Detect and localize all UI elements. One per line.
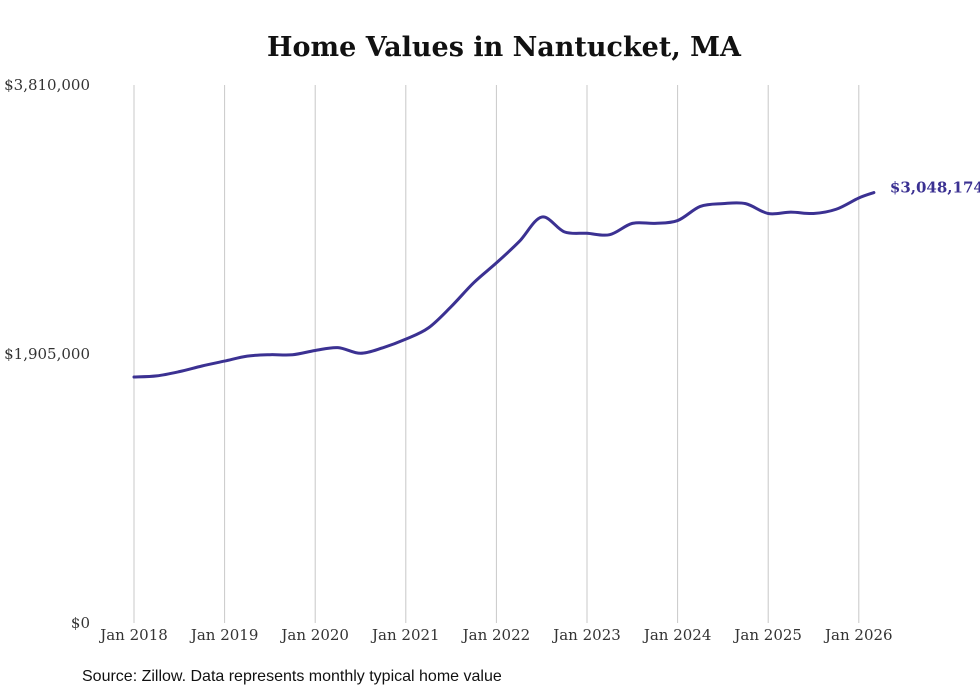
chart-title: Home Values in Nantucket, MA bbox=[267, 32, 741, 63]
end-value-label: $3,048,174 bbox=[890, 179, 980, 197]
x-tick-label: Jan 2018 bbox=[98, 626, 168, 644]
x-tick-label: Jan 2026 bbox=[823, 626, 893, 644]
x-tick-label: Jan 2022 bbox=[461, 626, 531, 644]
y-tick-label: $0 bbox=[71, 614, 90, 632]
source-note: Source: Zillow. Data represents monthly … bbox=[82, 668, 502, 685]
x-tick-label: Jan 2019 bbox=[189, 626, 259, 644]
x-tick-label: Jan 2021 bbox=[370, 626, 440, 644]
y-tick-label: $3,810,000 bbox=[4, 76, 90, 94]
x-tick-label: Jan 2024 bbox=[642, 626, 712, 644]
series-line bbox=[132, 191, 876, 379]
y-tick-label: $1,905,000 bbox=[4, 345, 90, 363]
x-tick-label: Jan 2025 bbox=[732, 626, 802, 644]
x-tick-label: Jan 2023 bbox=[551, 626, 621, 644]
x-tick-label: Jan 2020 bbox=[279, 626, 349, 644]
